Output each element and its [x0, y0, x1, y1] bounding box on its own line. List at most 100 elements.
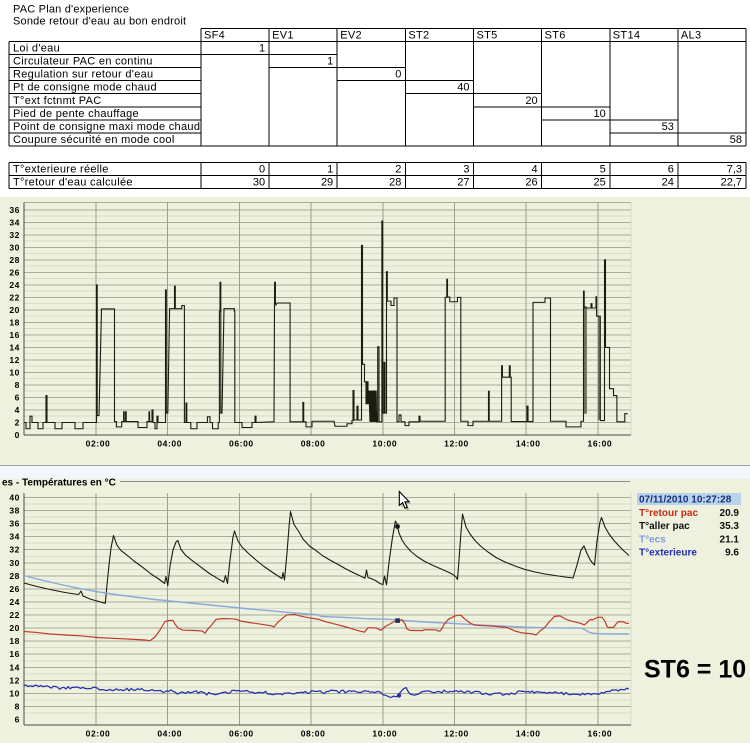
svg-text:58: 58 [730, 134, 742, 146]
svg-text:T°aller pac: T°aller pac [639, 521, 690, 532]
svg-text:29: 29 [321, 177, 333, 189]
svg-text:30: 30 [9, 242, 20, 252]
svg-text:06:00: 06:00 [229, 439, 254, 449]
svg-text:12: 12 [9, 355, 20, 365]
svg-text:04:00: 04:00 [157, 439, 182, 449]
svg-text:6: 6 [15, 392, 20, 402]
svg-text:T°retour pac: T°retour pac [639, 508, 698, 519]
svg-text:34: 34 [9, 532, 20, 542]
svg-text:16: 16 [9, 649, 20, 659]
svg-text:Loi d'eau: Loi d'eau [13, 43, 60, 55]
svg-text:24: 24 [662, 177, 674, 189]
svg-text:18: 18 [9, 636, 20, 646]
svg-text:28: 28 [389, 177, 401, 189]
svg-text:28: 28 [9, 255, 20, 265]
svg-text:4: 4 [15, 405, 20, 415]
svg-text:SF4: SF4 [204, 30, 225, 42]
svg-text:02:00: 02:00 [86, 729, 111, 739]
svg-text:Point de consigne maxi mode ch: Point de consigne maxi mode chaud [13, 121, 200, 133]
svg-text:3: 3 [463, 164, 469, 176]
svg-text:16:00: 16:00 [588, 729, 613, 739]
svg-text:27: 27 [457, 177, 469, 189]
svg-text:EV1: EV1 [272, 30, 294, 42]
svg-text:Pt de consigne mode chaud: Pt de consigne mode chaud [13, 82, 157, 94]
svg-text:25: 25 [594, 177, 606, 189]
svg-text:30: 30 [253, 177, 265, 189]
svg-text:6: 6 [668, 164, 674, 176]
svg-text:26: 26 [9, 267, 20, 277]
svg-text:10:00: 10:00 [372, 439, 397, 449]
svg-text:Pied de pente chauffage: Pied de pente chauffage [13, 108, 139, 120]
svg-text:20: 20 [9, 623, 20, 633]
svg-text:8: 8 [15, 701, 20, 711]
svg-text:38: 38 [9, 506, 20, 516]
svg-text:Coupure sécurité en mode cool: Coupure sécurité en mode cool [13, 134, 175, 146]
svg-text:T°exterieure: T°exterieure [639, 548, 697, 559]
svg-text:02:00: 02:00 [86, 439, 111, 449]
svg-text:12:00: 12:00 [444, 729, 469, 739]
svg-text:20.9: 20.9 [720, 508, 740, 519]
svg-text:24: 24 [9, 597, 20, 607]
svg-text:16:00: 16:00 [588, 439, 613, 449]
svg-text:22: 22 [9, 292, 20, 302]
svg-text:14:00: 14:00 [516, 729, 541, 739]
svg-text:18: 18 [9, 317, 20, 327]
svg-text:36: 36 [9, 519, 20, 529]
svg-text:1: 1 [259, 43, 265, 55]
svg-text:28: 28 [9, 571, 20, 581]
svg-text:53: 53 [662, 121, 674, 133]
svg-text:40: 40 [457, 82, 469, 94]
svg-text:T°ext fctnmt PAC: T°ext fctnmt PAC [13, 95, 101, 107]
svg-text:T°retour d'eau calculée: T°retour d'eau calculée [13, 177, 133, 189]
svg-text:ST6: ST6 [545, 30, 566, 42]
svg-text:Sonde retour d'eau au bon endr: Sonde retour d'eau au bon endroit [13, 16, 186, 28]
svg-text:4: 4 [531, 164, 537, 176]
svg-text:5: 5 [600, 164, 606, 176]
svg-text:36: 36 [9, 205, 20, 215]
svg-text:1: 1 [327, 56, 333, 68]
svg-text:21.1: 21.1 [720, 534, 740, 545]
svg-text:06:00: 06:00 [229, 729, 254, 739]
svg-text:2: 2 [15, 417, 20, 427]
svg-text:ST6 = 10: ST6 = 10 [644, 656, 746, 684]
svg-text:ST2: ST2 [408, 30, 429, 42]
svg-text:10:00: 10:00 [372, 729, 397, 739]
svg-text:10: 10 [9, 367, 20, 377]
svg-text:14: 14 [9, 342, 20, 352]
svg-text:2: 2 [395, 164, 401, 176]
svg-text:08:00: 08:00 [301, 729, 326, 739]
svg-text:8: 8 [15, 380, 20, 390]
svg-text:16: 16 [9, 330, 20, 340]
svg-text:32: 32 [9, 230, 20, 240]
svg-text:Regulation sur retour d'eau: Regulation sur retour d'eau [13, 69, 153, 81]
svg-text:12:00: 12:00 [444, 439, 469, 449]
svg-text:EV2: EV2 [340, 30, 362, 42]
svg-text:22,7: 22,7 [721, 177, 742, 189]
svg-text:10: 10 [594, 108, 606, 120]
svg-text:1: 1 [327, 164, 333, 176]
svg-text:14:00: 14:00 [516, 439, 541, 449]
svg-text:08:00: 08:00 [301, 439, 326, 449]
svg-text:32: 32 [9, 545, 20, 555]
svg-text:07/11/2010 10:27:28: 07/11/2010 10:27:28 [639, 495, 732, 506]
svg-text:0: 0 [395, 69, 401, 81]
svg-text:7,3: 7,3 [727, 164, 742, 176]
svg-text:22: 22 [9, 610, 20, 620]
svg-text:26: 26 [9, 584, 20, 594]
svg-text:35.3: 35.3 [720, 521, 740, 532]
svg-text:12: 12 [9, 675, 20, 685]
svg-text:PAC Plan d'experience: PAC Plan d'experience [13, 4, 129, 16]
svg-text:T°ecs: T°ecs [639, 534, 666, 545]
svg-text:10: 10 [9, 688, 20, 698]
svg-text:26: 26 [525, 177, 537, 189]
svg-text:30: 30 [9, 558, 20, 568]
svg-text:20: 20 [525, 95, 537, 107]
svg-text:6: 6 [15, 715, 20, 725]
svg-text:9.6: 9.6 [725, 548, 739, 559]
svg-text:14: 14 [9, 662, 20, 672]
svg-text:24: 24 [9, 280, 20, 290]
svg-text:20: 20 [9, 305, 20, 315]
svg-text:ST14: ST14 [613, 30, 641, 42]
svg-text:AL3: AL3 [681, 30, 701, 42]
svg-text:0: 0 [15, 430, 20, 440]
